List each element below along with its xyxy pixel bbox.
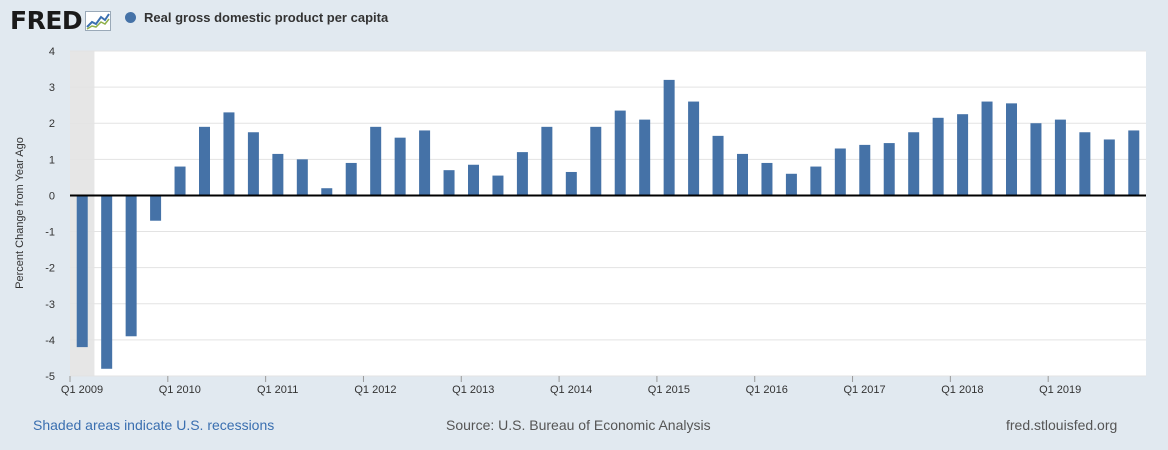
bar[interactable]: [614, 110, 626, 196]
bar[interactable]: [150, 195, 162, 221]
fred-logo[interactable]: FRED: [10, 6, 112, 36]
bar[interactable]: [1030, 123, 1042, 196]
bar[interactable]: [443, 170, 455, 196]
y-tick-label: -2: [45, 263, 55, 275]
bar[interactable]: [1128, 130, 1140, 196]
bar[interactable]: [883, 143, 895, 196]
grid-lines: [70, 50, 1146, 377]
bar[interactable]: [223, 112, 235, 196]
bar[interactable]: [737, 153, 748, 196]
x-tick-label: Q1 2013: [452, 384, 494, 396]
bar[interactable]: [688, 101, 700, 196]
bar[interactable]: [370, 126, 382, 196]
bar[interactable]: [981, 101, 993, 196]
x-tick-label: Q1 2015: [648, 384, 690, 396]
bar[interactable]: [492, 175, 504, 196]
x-tick-label: Q1 2012: [354, 384, 396, 396]
logo-text: FRED: [10, 6, 83, 35]
x-tick-label: Q1 2011: [257, 384, 298, 396]
recession-note-link[interactable]: Shaded areas indicate U.S. recessions: [33, 417, 275, 433]
bar[interactable]: [859, 144, 871, 196]
y-axis-label: Percent Change from Year Ago: [14, 137, 26, 289]
y-tick-label: 1: [49, 154, 55, 166]
bar[interactable]: [712, 135, 724, 196]
bar[interactable]: [199, 126, 210, 196]
x-tick-label: Q1 2019: [1039, 384, 1081, 396]
bar-series: [76, 79, 1140, 369]
bar[interactable]: [247, 132, 259, 196]
legend-series-marker: [125, 12, 136, 23]
bar[interactable]: [174, 166, 186, 196]
logo-graph-icon: [85, 11, 112, 31]
x-axis-ticks: Q1 2009 Q1 2010 Q1 2011 Q1 2012 Q1 2013 Q1 20…: [61, 376, 1081, 396]
y-axis-ticks: 4 3 2 1 0 -1 -2 -3 -4 -5: [45, 46, 55, 383]
bar[interactable]: [639, 119, 651, 196]
bar[interactable]: [1006, 103, 1017, 196]
bar[interactable]: [1054, 119, 1066, 196]
bar[interactable]: [321, 188, 333, 196]
bar[interactable]: [272, 153, 284, 196]
bar[interactable]: [1079, 132, 1091, 196]
y-tick-label: 2: [49, 118, 55, 130]
plot-area: [70, 51, 1146, 376]
bar[interactable]: [957, 114, 969, 196]
y-tick-label: -3: [45, 299, 55, 311]
site-link[interactable]: fred.stlouisfed.org: [1006, 417, 1118, 433]
bar[interactable]: [932, 117, 944, 196]
bar[interactable]: [565, 171, 577, 196]
bar[interactable]: [419, 130, 431, 196]
bar[interactable]: [761, 162, 773, 196]
x-tick-label: Q1 2014: [550, 384, 592, 396]
bar[interactable]: [296, 159, 308, 196]
y-tick-label: -4: [45, 335, 55, 347]
y-tick-label: 3: [49, 82, 55, 94]
y-tick-label: -5: [45, 371, 55, 383]
bar[interactable]: [101, 195, 113, 369]
y-tick-label: 4: [49, 46, 55, 58]
bar[interactable]: [125, 195, 137, 337]
bar[interactable]: [834, 148, 846, 196]
y-tick-label: 0: [49, 190, 55, 202]
x-tick-label: Q1 2009: [61, 384, 103, 396]
bar[interactable]: [908, 132, 920, 196]
bar[interactable]: [516, 152, 528, 196]
bar[interactable]: [785, 173, 797, 196]
chart-legend: Real gross domestic product per capita: [125, 10, 388, 25]
bar[interactable]: [590, 126, 602, 196]
legend-series-label: Real gross domestic product per capita: [144, 10, 389, 25]
y-tick-label: -1: [45, 227, 55, 239]
x-tick-label: Q1 2016: [746, 384, 788, 396]
x-tick-label: Q1 2018: [941, 384, 983, 396]
bar[interactable]: [541, 126, 553, 196]
bar[interactable]: [468, 164, 479, 196]
bar[interactable]: [663, 79, 675, 196]
x-tick-label: Q1 2017: [843, 384, 885, 396]
bar[interactable]: [1103, 139, 1115, 196]
bar[interactable]: [394, 137, 406, 196]
bar[interactable]: [345, 162, 357, 196]
bar[interactable]: [76, 195, 88, 348]
x-tick-label: Q1 2010: [159, 384, 201, 396]
source-note: Source: U.S. Bureau of Economic Analysis: [446, 417, 711, 433]
bar[interactable]: [810, 166, 822, 196]
